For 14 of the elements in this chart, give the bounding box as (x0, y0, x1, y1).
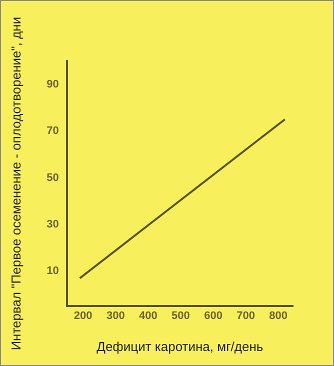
x-tick-label: 800 (269, 310, 288, 322)
y-tick-label: 70 (46, 125, 59, 138)
x-tick-label: 400 (139, 310, 158, 322)
y-tick-label: 30 (46, 218, 59, 230)
y-tick-label: 50 (46, 172, 59, 184)
y-tick-label: 90 (46, 78, 59, 90)
x-tick-label: 600 (204, 310, 222, 322)
x-tick-label: 700 (236, 310, 255, 322)
y-axis-title: Интервал "Первое осеменение - оплодотворение", дни (8, 16, 24, 350)
x-tick-label: 300 (106, 310, 125, 322)
y-tick-label: 10 (46, 265, 59, 278)
x-tick-label: 200 (74, 310, 92, 322)
x-tick-label: 500 (172, 310, 190, 322)
x-axis-title: Дефицит каротина, мг/день (96, 338, 264, 354)
